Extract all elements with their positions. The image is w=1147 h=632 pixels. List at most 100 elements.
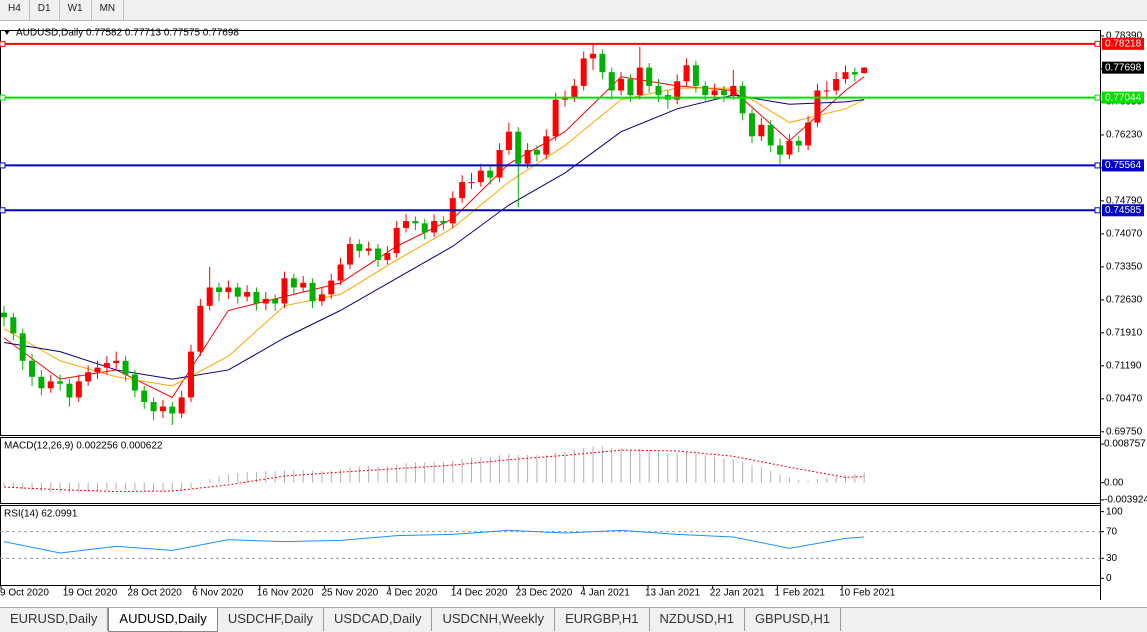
candle-body <box>10 317 17 334</box>
candle-body <box>290 278 297 288</box>
y-tick-label: 0.74070 <box>1106 229 1143 240</box>
candle-body <box>795 140 802 146</box>
x-tick-label: 19 Oct 2020 <box>63 588 118 599</box>
candle-body <box>580 58 587 86</box>
candle-body <box>431 221 438 233</box>
candle-body <box>786 140 793 155</box>
chart-tab[interactable]: AUDUSD,Daily <box>108 608 218 632</box>
y-tick-label: -0.003924 <box>1104 495 1147 506</box>
x-tick-label: 4 Dec 2020 <box>386 588 438 599</box>
candle-body <box>552 99 559 137</box>
candle-body <box>113 360 120 364</box>
candle-body <box>197 305 204 352</box>
chart-tab[interactable]: USDCHF,Daily <box>218 608 325 631</box>
candle-body <box>337 264 344 281</box>
candle-body <box>29 360 36 377</box>
candle-body <box>543 136 550 155</box>
candle-body <box>300 282 307 288</box>
chart: AUDUSD,Daily 0.77582 0.77713 0.77575 0.7… <box>0 28 1147 600</box>
candle-body <box>496 150 503 178</box>
candle-body <box>159 406 166 412</box>
candle-body <box>272 298 279 304</box>
level-handle <box>1094 162 1101 169</box>
candle-body <box>505 131 512 151</box>
chart-tab[interactable]: EURGBP,H1 <box>555 608 650 631</box>
y-tick-label: 0.69750 <box>1106 426 1143 437</box>
x-tick-label: 9 Oct 2020 <box>0 588 49 599</box>
candle-body <box>309 282 316 302</box>
candle-body <box>861 67 868 74</box>
timeframe-button[interactable]: MN <box>92 0 125 20</box>
x-tick-label: 28 Oct 2020 <box>127 588 182 599</box>
x-tick-label: 10 Feb 2021 <box>839 588 896 599</box>
candle-body <box>749 113 755 137</box>
timeframe-button[interactable]: W1 <box>60 0 92 20</box>
candle-body <box>487 170 494 178</box>
candle-body <box>225 287 232 293</box>
candle-body <box>384 253 391 260</box>
x-tick-label: 13 Jan 2021 <box>645 588 700 599</box>
candle-body <box>533 150 540 155</box>
candle-body <box>216 287 223 293</box>
candle-body <box>842 72 849 80</box>
y-tick-label: 70 <box>1106 526 1118 537</box>
y-tick-label: 0.70470 <box>1106 393 1143 404</box>
candle-body <box>403 221 410 228</box>
candle-body <box>711 90 718 96</box>
x-tick-label: 23 Dec 2020 <box>516 588 573 599</box>
price-label-box <box>1102 61 1144 74</box>
y-tick-label: 0.71910 <box>1106 327 1143 338</box>
candle-body <box>188 351 194 398</box>
candle-body <box>262 298 269 304</box>
chart-tab[interactable]: EURUSD,Daily <box>0 608 109 631</box>
candle-body <box>777 145 784 155</box>
level-label-box <box>1102 91 1144 104</box>
rsi-line <box>3 529 865 554</box>
level-label-box <box>1102 159 1144 172</box>
candle-body <box>328 280 335 295</box>
chart-tab[interactable]: GBPUSD,H1 <box>745 608 842 631</box>
level-handle <box>1094 40 1101 47</box>
candle-body <box>281 278 288 304</box>
level-handle <box>1094 94 1101 101</box>
candle-body <box>356 243 363 251</box>
panel-frame <box>0 30 1101 436</box>
level-label: 0.75564 <box>1105 160 1142 171</box>
timeframe-bar: H4 D1 W1 MN <box>0 0 1147 21</box>
y-tick-label: 100 <box>1106 506 1123 517</box>
candle-body <box>440 221 447 224</box>
panel-frame <box>0 505 1101 586</box>
chart-tab[interactable]: USDCNH,Weekly <box>432 608 556 631</box>
chart-tab[interactable]: USDCAD,Daily <box>324 608 433 631</box>
x-tick-label: 14 Dec 2020 <box>451 588 508 599</box>
candle-body <box>85 372 92 382</box>
chart-tab[interactable]: NZDUSD,H1 <box>650 608 745 631</box>
level-label-box <box>1102 204 1144 217</box>
x-tick-label: 25 Nov 2020 <box>322 588 379 599</box>
candle-body <box>823 90 830 92</box>
candle-body <box>375 248 381 260</box>
y-tick-label: 0.74790 <box>1106 196 1143 207</box>
x-tick-label: 6 Nov 2020 <box>192 588 244 599</box>
y-tick-label: 0.78390 <box>1106 31 1143 42</box>
level-label-box <box>1102 37 1144 50</box>
candle-body <box>141 390 148 403</box>
candle-body <box>814 90 821 123</box>
candle-body <box>477 170 484 183</box>
header-arrow <box>4 30 10 35</box>
level-handle <box>1094 207 1101 214</box>
panel-frame <box>0 437 1101 504</box>
level-handle <box>0 40 6 47</box>
candle-body <box>253 292 260 304</box>
timeframe-button[interactable]: H4 <box>0 0 30 20</box>
candle-body <box>627 79 634 96</box>
macd-title: MACD(12,26,9) 0.002256 0.000622 <box>4 441 163 452</box>
candle-body <box>459 182 466 199</box>
level-label: 0.78218 <box>1105 38 1142 49</box>
candle-body <box>655 85 662 96</box>
timeframe-button[interactable]: D1 <box>30 0 60 20</box>
candle-body <box>75 381 82 398</box>
candle-body <box>767 124 774 146</box>
candle-body <box>318 294 325 302</box>
